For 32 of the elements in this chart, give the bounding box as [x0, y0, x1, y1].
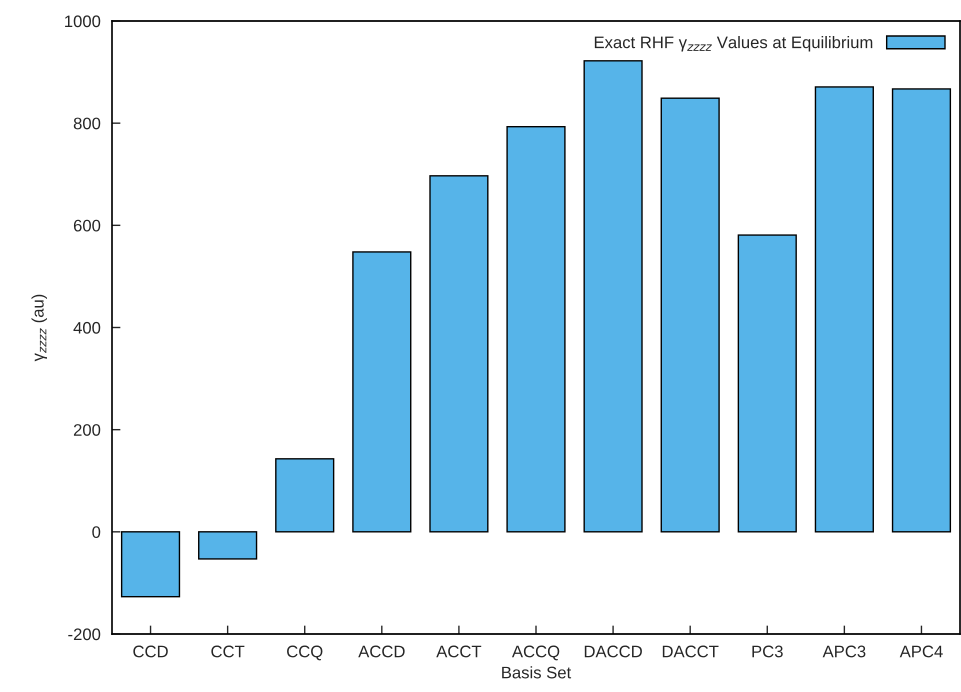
x-tick-label: APC4: [900, 646, 943, 658]
x-tick-label: CCD: [133, 646, 168, 658]
y-tick-label: 800: [74, 118, 100, 130]
x-tick-label: ACCD: [358, 646, 405, 658]
x-tick-label: CCT: [211, 646, 244, 658]
bar: [198, 531, 258, 560]
bar: [120, 531, 180, 598]
x-tick-label: ACCQ: [512, 646, 560, 660]
x-tick-label: DACCD: [584, 646, 642, 658]
x-axis-title: Basis Set: [502, 666, 572, 678]
bar: [738, 234, 797, 533]
y-tick-label: 200: [74, 424, 100, 436]
x-tick-label: CCQ: [287, 646, 322, 660]
bar: [814, 86, 874, 533]
y-tick-label: 400: [73, 322, 100, 334]
y-axis-title: γ$_{zzzz}$ (au): [31, 294, 48, 362]
bar: [660, 97, 720, 533]
y-tick-label: 0: [92, 526, 100, 538]
y-tick-label: 600: [74, 220, 100, 232]
bar: [583, 60, 643, 533]
bar: [275, 458, 334, 533]
x-tick-label: APC3: [822, 646, 866, 658]
bar: [506, 126, 566, 533]
x-tick-label: DACCT: [662, 646, 719, 658]
y-tick-label: 1000: [65, 15, 100, 28]
x-tick-label: ACCT: [436, 646, 482, 658]
bar: [892, 88, 952, 533]
x-tick-label: PC3: [752, 646, 783, 658]
legend-label: Exact RHF γ$_{zzzz}$ Values at Equilibrium: [594, 36, 872, 52]
bar: [429, 175, 489, 533]
y-tick-label: -200: [68, 628, 100, 640]
bar: [352, 251, 412, 533]
